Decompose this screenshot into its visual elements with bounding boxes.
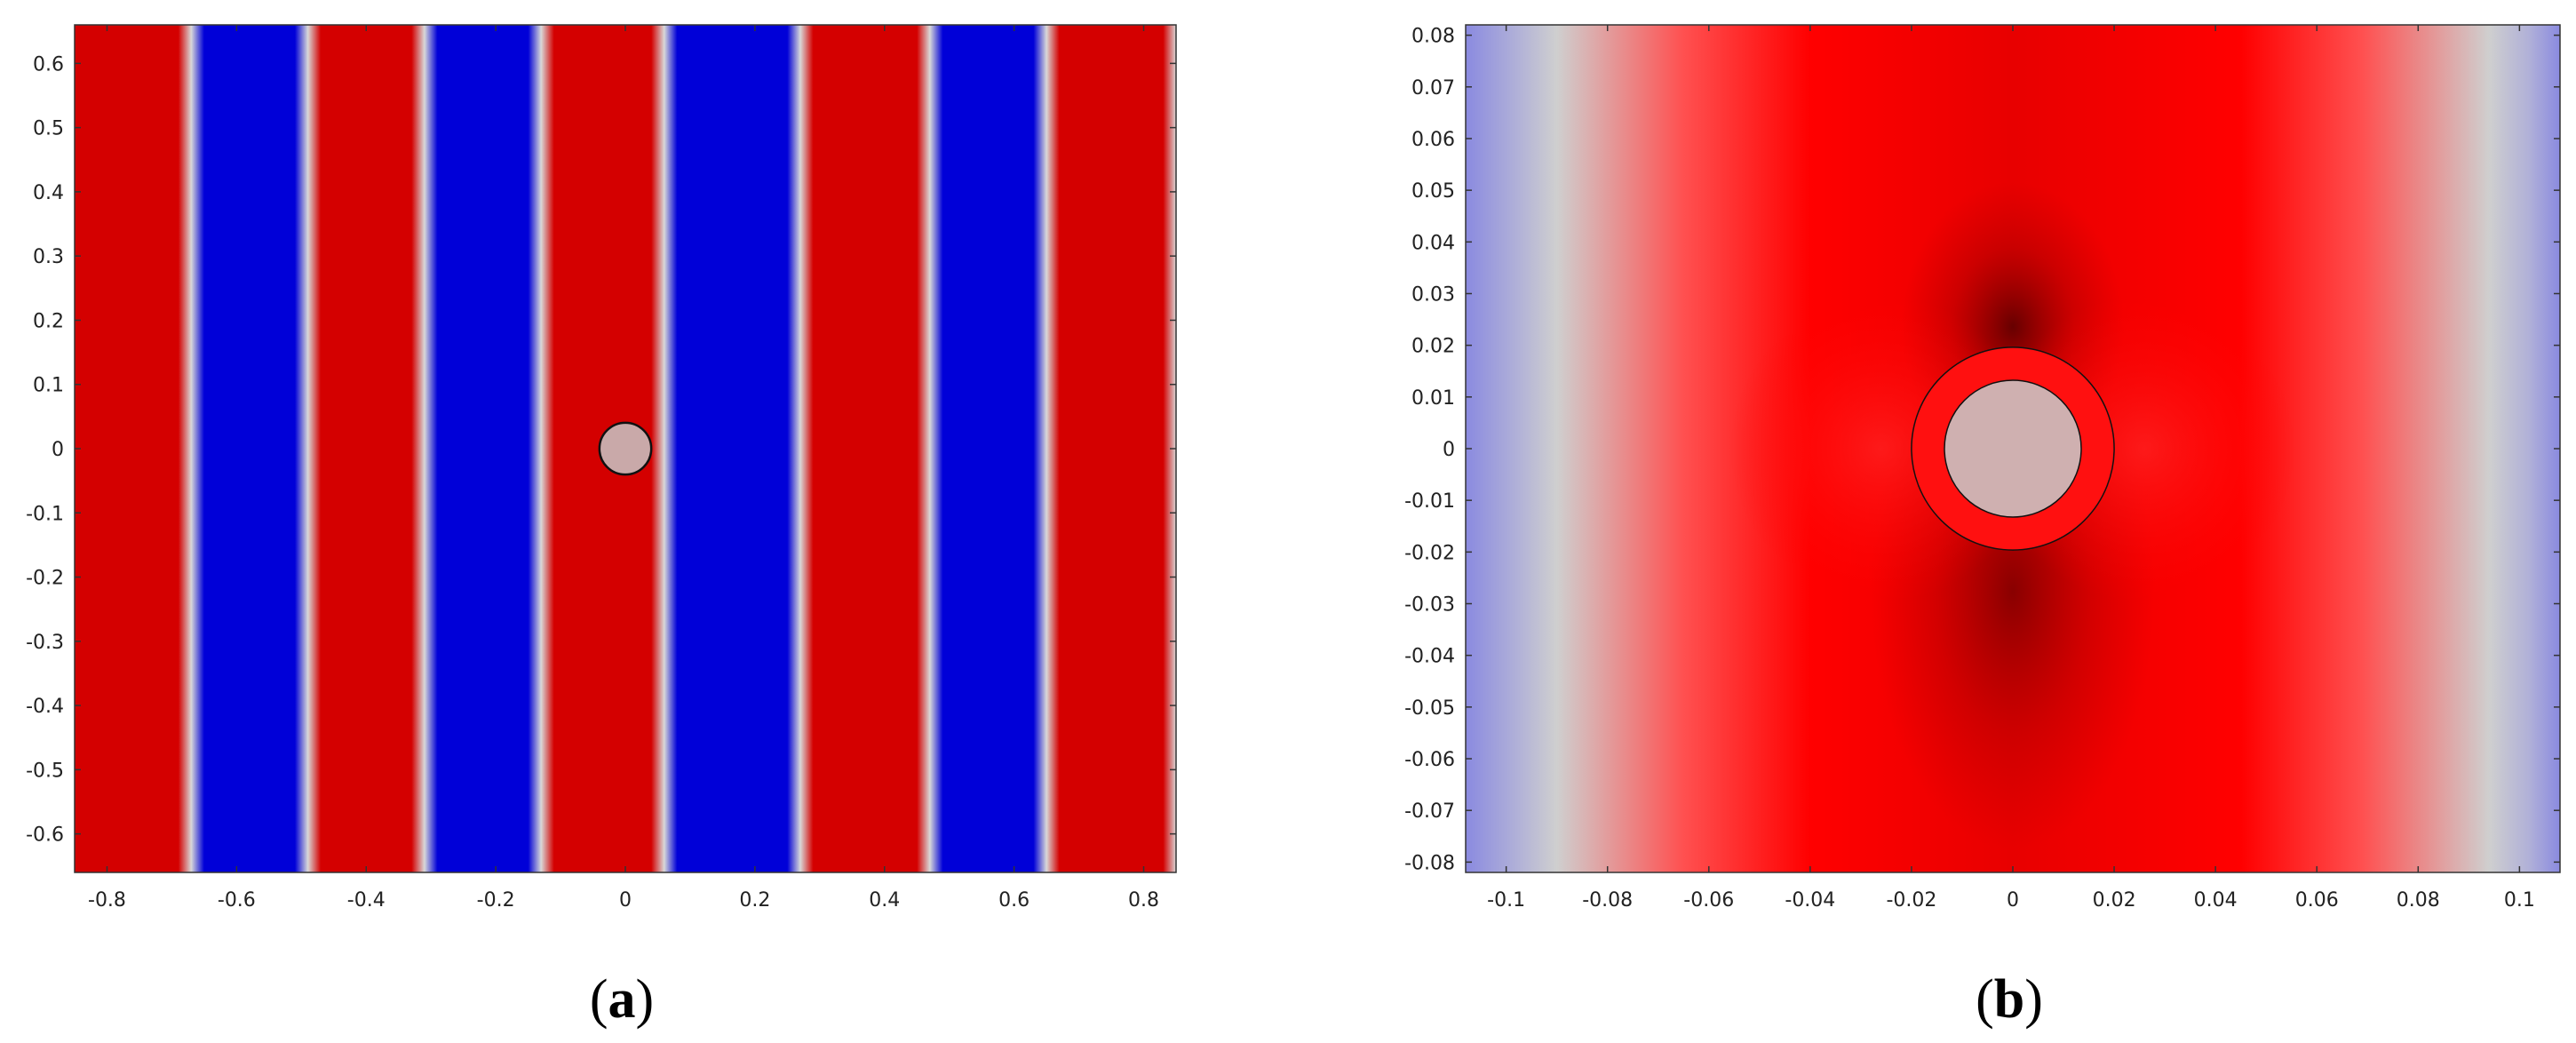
panel-b-label-letter: b: [1994, 969, 2024, 1030]
panel-b-y-tick-label: -0.01: [1404, 490, 1455, 513]
panel-b-x-tick-label: 0: [2007, 889, 2019, 912]
panel-b-y-tick-label: -0.03: [1404, 594, 1455, 617]
panel-b-y-tick-label: -0.05: [1404, 697, 1455, 720]
panel-b-y-tick-label: -0.07: [1404, 800, 1455, 823]
panel-b-x-tick-label: -0.02: [1886, 889, 1936, 912]
panel-b-label-close: ): [2024, 969, 2043, 1030]
panel-a-x-tick-label: -0.2: [477, 889, 515, 912]
panel-b-label: (b): [1976, 969, 2043, 1030]
panel-b-x-tick-label: -0.06: [1683, 889, 1734, 912]
panel-b-x-tick-label: 0.08: [2397, 889, 2440, 912]
panel-b-scatterer-core: [1944, 379, 2082, 518]
panel-b-y-tick-label: 0: [1443, 439, 1455, 461]
panel-a-y-tick-label: -0.1: [26, 503, 64, 525]
panel-b-plot-area: [1466, 25, 2560, 872]
panel-a-y-tick-label: -0.6: [26, 824, 64, 847]
panel-b-x-tick-label: -0.04: [1785, 889, 1835, 912]
panel-a: -0.8 -0.6 -0.4 -0.2 0 0.2 0.4 0.6 0.8 -0.6-0.5-0…: [26, 24, 1177, 1030]
panel-b-x-tick-label: -0.08: [1582, 889, 1633, 912]
panel-a-y-tick-label: 0: [52, 439, 64, 461]
panel-b-y-tick-label: 0.07: [1411, 77, 1455, 100]
panel-a-x-tick-label: -0.4: [347, 889, 386, 912]
panel-a-y-tick-label: 0.1: [33, 375, 64, 397]
panel-a-y-tick-label: 0.6: [33, 53, 64, 76]
panel-b: -0.1 -0.08 -0.06 -0.04 -0.02 0 0.02 0.04 0.06 0.0…: [1404, 24, 2561, 1030]
panel-a-x-tick-label: 0.6: [998, 889, 1030, 912]
panel-b-x-tick-label: 0.06: [2295, 889, 2339, 912]
panel-a-x-tick-label: 0.4: [869, 889, 900, 912]
panel-a-y-tick-label: 0.4: [33, 182, 64, 204]
panel-b-label-open: (: [1976, 969, 1994, 1030]
panel-b-y-tick-label: -0.08: [1404, 852, 1455, 874]
panel-a-x-axis: -0.8 -0.6 -0.4 -0.2 0 0.2 0.4 0.6 0.8: [88, 25, 1159, 912]
panel-b-y-tick-label: -0.06: [1404, 749, 1455, 771]
panel-b-y-tick-label: 0.05: [1411, 180, 1455, 203]
panel-b-x-tick-label: 0.1: [2504, 889, 2535, 912]
panel-a-x-tick-label: 0.2: [739, 889, 770, 912]
panel-b-x-tick-label: 0.02: [2093, 889, 2136, 912]
panel-a-y-tick-label: 0.2: [33, 310, 64, 332]
panel-b-y-tick-label: 0.03: [1411, 283, 1455, 306]
panel-a-x-tick-label: 0.8: [1128, 889, 1159, 912]
panel-a-x-tick-label: 0: [619, 889, 632, 912]
panel-b-y-tick-label: 0.08: [1411, 26, 1455, 48]
panel-b-x-tick-label: -0.1: [1487, 889, 1525, 912]
panel-b-y-axis: -0.08 -0.07 -0.06 -0.05 -0.04 -0.03 -0.02 -0.01…: [1404, 26, 2560, 874]
panel-a-scatterer: [598, 421, 653, 476]
panel-a-x-tick-label: -0.8: [88, 889, 126, 912]
panel-a-y-tick-label: -0.4: [26, 696, 64, 718]
panel-b-x-tick-label: 0.04: [2194, 889, 2238, 912]
panel-a-x-tick-label: -0.6: [218, 889, 256, 912]
panel-a-y-tick-label: 0.3: [33, 246, 64, 268]
panel-a-label: (a): [590, 969, 654, 1030]
panel-a-y-tick-label: 0.5: [33, 118, 64, 140]
panel-a-y-tick-label: -0.3: [26, 632, 64, 654]
panel-b-y-tick-label: 0.02: [1411, 336, 1455, 358]
panel-a-y-tick-label: -0.5: [26, 760, 64, 782]
panel-b-y-tick-label: 0.06: [1411, 129, 1455, 151]
panel-a-label-close: ): [636, 969, 655, 1030]
panel-a-plot-area: [75, 25, 1176, 872]
panel-a-label-open: (: [590, 969, 608, 1030]
panel-a-y-tick-label: -0.2: [26, 568, 64, 590]
panel-b-y-tick-label: 0.04: [1411, 232, 1455, 254]
panel-b-y-tick-label: 0.01: [1411, 387, 1455, 410]
panel-b-x-axis: -0.1 -0.08 -0.06 -0.04 -0.02 0 0.02 0.04 0.06 0.0…: [1487, 25, 2535, 912]
panel-a-label-letter: a: [608, 969, 636, 1030]
panel-a-y-axis: -0.6 -0.5 -0.4 -0.3 -0.2 -0.1 0 0.1 0.2 0.3 0.4 0.5…: [26, 53, 1176, 847]
panel-b-y-tick-label: -0.02: [1404, 542, 1455, 564]
panel-b-y-tick-label: -0.04: [1404, 646, 1455, 668]
